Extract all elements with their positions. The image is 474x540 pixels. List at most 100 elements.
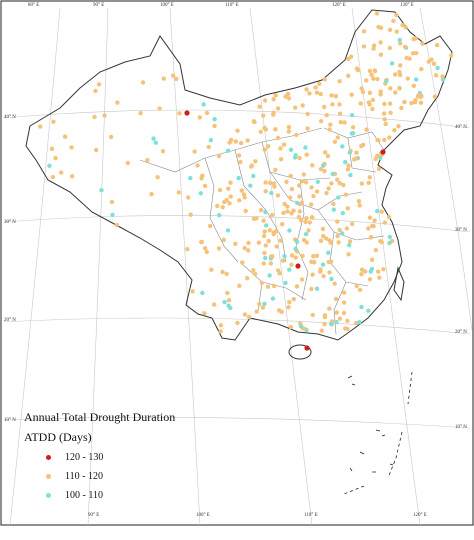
- station-point: [378, 40, 383, 45]
- station-point: [278, 146, 283, 151]
- station-point: [254, 216, 259, 221]
- station-point: [145, 157, 150, 163]
- graticule-lines: [3, 7, 473, 526]
- station-point: [322, 77, 327, 82]
- station-point: [228, 180, 233, 185]
- station-point: [323, 150, 328, 155]
- station-point: [294, 284, 300, 289]
- station-point: [419, 66, 424, 72]
- station-point: [295, 263, 301, 269]
- station-point: [200, 173, 205, 178]
- station-point: [294, 132, 299, 138]
- station-point: [394, 12, 399, 18]
- station-point: [268, 180, 273, 186]
- station-point: [360, 142, 366, 148]
- station-point: [235, 128, 240, 133]
- station-point: [375, 76, 380, 82]
- station-point: [368, 269, 373, 274]
- station-point: [102, 113, 107, 118]
- station-point: [320, 262, 326, 267]
- station-point: [393, 90, 398, 95]
- station-point: [269, 190, 274, 196]
- station-point: [271, 232, 276, 237]
- station-point: [271, 97, 276, 102]
- station-point: [226, 303, 231, 308]
- station-point: [336, 195, 341, 200]
- station-point: [318, 119, 324, 124]
- station-point: [206, 144, 211, 150]
- station-point: [275, 106, 281, 111]
- station-point: [319, 328, 324, 333]
- station-point: [343, 326, 348, 331]
- station-point: [310, 215, 315, 220]
- station-point: [318, 91, 323, 97]
- legend-swatch-low: [46, 493, 51, 498]
- station-point: [373, 247, 379, 253]
- station-point: [263, 243, 268, 248]
- station-points: [38, 11, 454, 351]
- station-point: [272, 184, 277, 189]
- station-point: [289, 211, 294, 216]
- station-point: [359, 86, 364, 91]
- station-point: [299, 200, 305, 205]
- station-point: [153, 140, 158, 145]
- station-point: [109, 199, 115, 205]
- station-point: [271, 283, 277, 289]
- station-point: [322, 104, 327, 110]
- station-point: [309, 259, 314, 264]
- station-point: [261, 261, 266, 266]
- station-point: [233, 139, 238, 144]
- station-point: [435, 65, 440, 71]
- station-point: [318, 238, 324, 243]
- station-point: [249, 164, 254, 169]
- station-point: [258, 207, 264, 213]
- bottom-tick-label: 120° E: [413, 513, 427, 518]
- station-point: [297, 155, 302, 161]
- station-point: [364, 78, 369, 83]
- station-point: [375, 137, 380, 143]
- station-point: [330, 102, 335, 107]
- station-point: [222, 299, 227, 305]
- station-point: [299, 218, 304, 223]
- station-point: [289, 186, 295, 192]
- station-point: [391, 18, 396, 24]
- station-point: [256, 240, 262, 245]
- station-point: [381, 111, 387, 116]
- station-point: [342, 120, 347, 125]
- station-point: [346, 73, 351, 79]
- legend-item-high: 120 - 130: [24, 448, 175, 467]
- station-point: [335, 135, 340, 140]
- station-point: [359, 181, 364, 186]
- station-point: [99, 188, 104, 193]
- station-point: [382, 101, 387, 107]
- station-point: [225, 228, 231, 233]
- taiwan-island: [393, 266, 405, 302]
- station-point: [207, 223, 213, 229]
- station-point: [384, 79, 389, 84]
- station-point: [274, 228, 279, 234]
- station-point: [280, 222, 285, 227]
- station-point: [372, 218, 377, 223]
- bottom-tick-label: 100° E: [196, 513, 210, 518]
- station-point: [307, 91, 312, 96]
- station-point: [413, 36, 418, 41]
- station-point: [328, 259, 334, 264]
- station-point: [405, 76, 410, 81]
- station-point: [185, 247, 190, 252]
- station-point: [367, 215, 373, 220]
- station-point: [389, 61, 395, 66]
- station-point: [334, 319, 339, 325]
- station-point: [354, 283, 359, 289]
- station-point: [282, 254, 287, 259]
- station-point: [335, 177, 340, 182]
- station-point: [357, 203, 362, 208]
- station-point: [293, 246, 298, 252]
- station-point: [114, 222, 120, 228]
- station-point: [387, 135, 392, 140]
- station-point: [335, 219, 340, 224]
- station-point: [304, 87, 309, 92]
- station-point: [354, 150, 359, 155]
- station-point: [396, 124, 401, 129]
- station-point: [332, 281, 337, 286]
- station-point: [286, 96, 292, 101]
